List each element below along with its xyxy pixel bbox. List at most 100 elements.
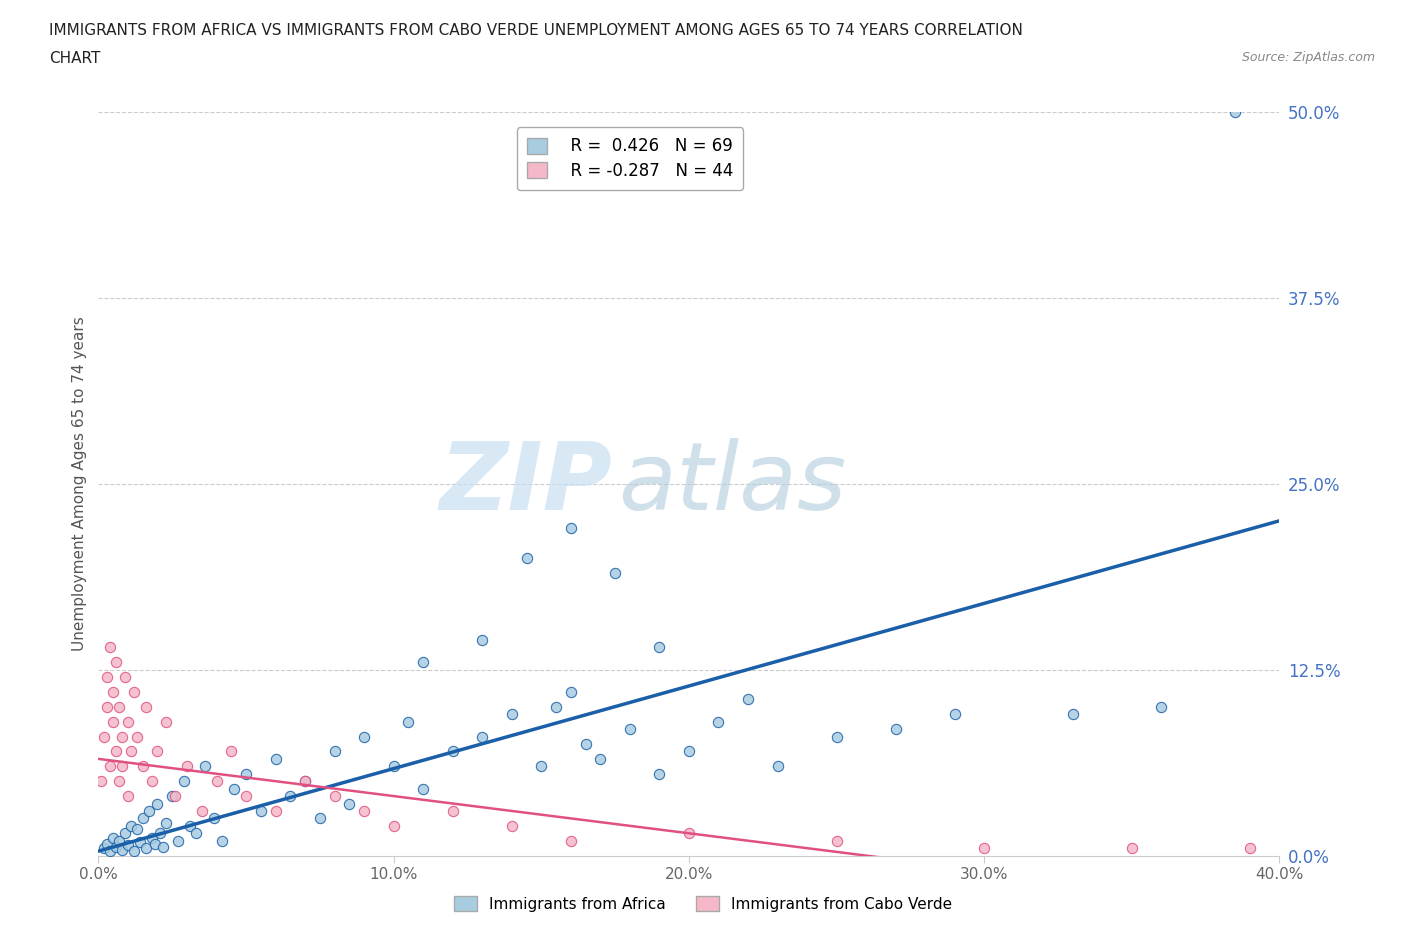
- Point: [103, 830, 125, 845]
- Point: [108, 699, 131, 714]
- Legend: Immigrants from Africa, Immigrants from Cabo Verde: Immigrants from Africa, Immigrants from …: [447, 890, 959, 918]
- Point: [501, 818, 523, 833]
- Point: [152, 839, 174, 854]
- Point: [162, 789, 183, 804]
- Point: [184, 826, 207, 841]
- Point: [471, 632, 494, 647]
- Point: [146, 744, 169, 759]
- Point: [132, 759, 155, 774]
- Point: [120, 818, 142, 833]
- Text: IMMIGRANTS FROM AFRICA VS IMMIGRANTS FROM CABO VERDE UNEMPLOYMENT AMONG AGES 65 : IMMIGRANTS FROM AFRICA VS IMMIGRANTS FRO…: [49, 23, 1024, 38]
- Point: [294, 774, 316, 789]
- Point: [122, 684, 145, 699]
- Point: [176, 759, 198, 774]
- Point: [108, 833, 131, 848]
- Point: [323, 744, 346, 759]
- Point: [179, 818, 201, 833]
- Point: [111, 843, 134, 857]
- Point: [264, 804, 287, 818]
- Point: [135, 841, 157, 856]
- Point: [128, 835, 150, 850]
- Point: [737, 692, 759, 707]
- Point: [141, 830, 163, 845]
- Text: Source: ZipAtlas.com: Source: ZipAtlas.com: [1241, 51, 1375, 64]
- Point: [707, 714, 730, 729]
- Point: [398, 714, 420, 729]
- Legend:   R =  0.426   N = 69,   R = -0.287   N = 44: R = 0.426 N = 69, R = -0.287 N = 44: [516, 127, 744, 190]
- Point: [114, 670, 136, 684]
- Point: [221, 744, 243, 759]
- Point: [530, 759, 553, 774]
- Point: [560, 521, 582, 536]
- Point: [138, 804, 160, 818]
- Point: [235, 766, 257, 781]
- Point: [103, 714, 125, 729]
- Point: [825, 833, 848, 848]
- Point: [441, 744, 464, 759]
- Point: [353, 804, 375, 818]
- Point: [125, 821, 148, 836]
- Point: [114, 826, 136, 841]
- Point: [96, 836, 118, 851]
- Point: [678, 744, 700, 759]
- Point: [412, 781, 434, 796]
- Point: [560, 833, 582, 848]
- Y-axis label: Unemployment Among Ages 65 to 74 years: Unemployment Among Ages 65 to 74 years: [72, 316, 87, 651]
- Point: [353, 729, 375, 744]
- Point: [441, 804, 464, 818]
- Point: [98, 759, 121, 774]
- Point: [943, 707, 966, 722]
- Point: [516, 551, 538, 565]
- Point: [98, 844, 121, 858]
- Point: [471, 729, 494, 744]
- Point: [194, 759, 217, 774]
- Point: [1150, 699, 1173, 714]
- Point: [250, 804, 273, 818]
- Point: [1239, 841, 1261, 856]
- Point: [155, 714, 177, 729]
- Point: [111, 729, 134, 744]
- Point: [132, 811, 155, 826]
- Point: [103, 684, 125, 699]
- Point: [339, 796, 361, 811]
- Point: [884, 722, 907, 737]
- Point: [678, 826, 700, 841]
- Point: [546, 699, 568, 714]
- Point: [167, 833, 190, 848]
- Point: [191, 804, 214, 818]
- Point: [605, 565, 627, 580]
- Point: [973, 841, 995, 856]
- Point: [648, 766, 671, 781]
- Text: ZIP: ZIP: [439, 438, 612, 529]
- Point: [575, 737, 598, 751]
- Point: [202, 811, 225, 826]
- Point: [560, 684, 582, 699]
- Point: [280, 789, 302, 804]
- Point: [501, 707, 523, 722]
- Point: [619, 722, 641, 737]
- Point: [105, 655, 128, 670]
- Point: [382, 759, 405, 774]
- Point: [122, 844, 145, 858]
- Point: [294, 774, 316, 789]
- Point: [1225, 104, 1247, 119]
- Point: [96, 699, 118, 714]
- Point: [105, 744, 128, 759]
- Point: [412, 655, 434, 670]
- Point: [141, 774, 163, 789]
- Point: [93, 841, 115, 856]
- Point: [205, 774, 228, 789]
- Text: atlas: atlas: [619, 438, 846, 529]
- Point: [108, 774, 131, 789]
- Point: [117, 714, 139, 729]
- Point: [117, 838, 139, 853]
- Point: [224, 781, 246, 796]
- Point: [165, 789, 187, 804]
- Point: [105, 839, 128, 854]
- Point: [766, 759, 789, 774]
- Point: [146, 796, 169, 811]
- Point: [211, 833, 233, 848]
- Point: [309, 811, 332, 826]
- Point: [120, 744, 142, 759]
- Point: [117, 789, 139, 804]
